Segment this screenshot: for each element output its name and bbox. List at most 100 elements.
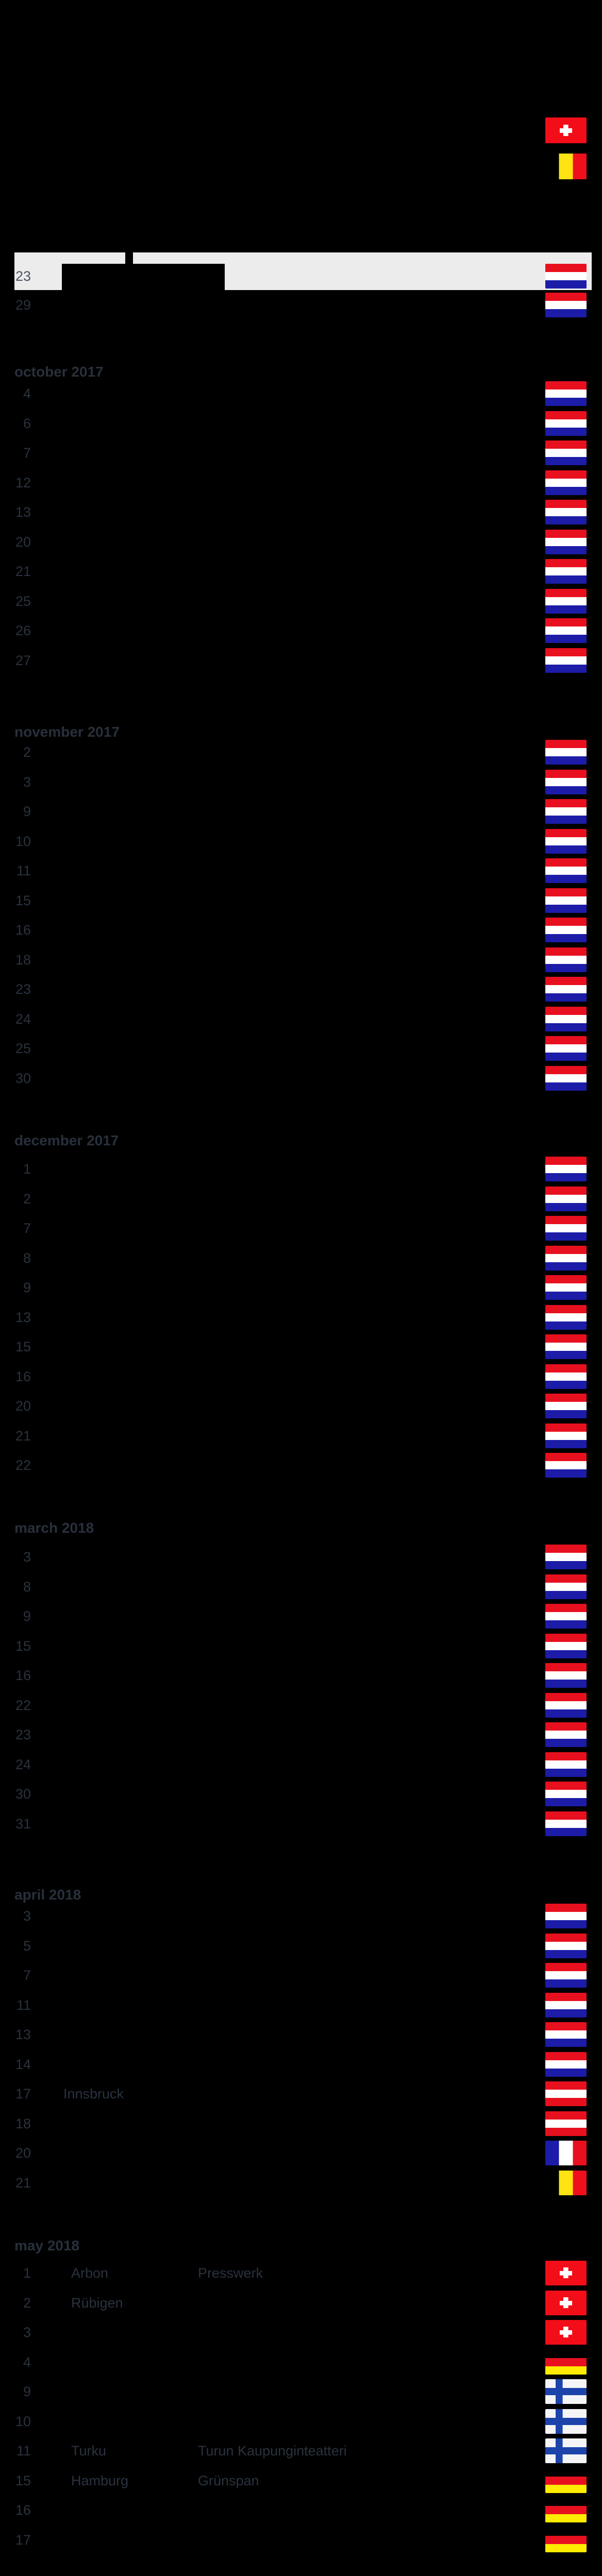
event-row[interactable]: 4 — [0, 381, 602, 406]
event-day: 20 — [15, 2145, 31, 2161]
event-row[interactable]: 27 — [0, 648, 602, 673]
event-row[interactable]: 15 — [0, 1634, 602, 1658]
event-row[interactable]: 22 — [0, 1693, 602, 1718]
event-row[interactable]: 10 — [0, 2409, 602, 2434]
event-row[interactable]: 21 — [0, 559, 602, 584]
event-day: 15 — [15, 893, 31, 908]
event-row[interactable]: 9 — [0, 1275, 602, 1300]
flag-nl-icon — [545, 1604, 587, 1629]
event-row[interactable]: 11 — [0, 1993, 602, 2018]
event-row[interactable]: 1 Arbon Presswerk — [0, 2261, 602, 2285]
event-row[interactable]: 21 — [0, 1423, 602, 1448]
event-row[interactable]: 23 — [0, 1722, 602, 1747]
event-row[interactable]: 31 — [0, 1811, 602, 1836]
flag-nl-icon — [545, 470, 587, 495]
event-row[interactable]: 2 — [0, 1187, 602, 1211]
event-row[interactable]: 22 — [0, 1453, 602, 1478]
flag-nl-icon — [545, 1963, 587, 1988]
event-row[interactable] — [0, 154, 602, 179]
event-city: Arbon — [71, 2265, 109, 2281]
month-header: october 2017 — [14, 364, 104, 380]
event-row[interactable]: 20 — [0, 2141, 602, 2165]
event-day: 7 — [23, 445, 31, 461]
event-row[interactable]: 7 — [0, 1963, 602, 1988]
event-row[interactable]: 24 — [0, 1007, 602, 1031]
event-day: 8 — [23, 1250, 31, 1266]
event-row[interactable]: 6 — [0, 411, 602, 436]
event-row[interactable]: 23 — [0, 264, 602, 289]
event-row[interactable]: 16 — [0, 1364, 602, 1389]
event-row[interactable]: 12 — [0, 470, 602, 495]
event-row[interactable]: 17 Innsbruck — [0, 2081, 602, 2106]
event-row[interactable]: 11 Turku Turun Kaupunginteatteri — [0, 2438, 602, 2463]
event-row[interactable] — [0, 117, 602, 143]
event-row[interactable]: 29 — [0, 293, 602, 317]
event-row[interactable]: 20 — [0, 1394, 602, 1418]
flag-ch-icon — [545, 2261, 587, 2285]
month-header: november 2017 — [14, 724, 120, 740]
flag-fr-icon — [545, 2141, 587, 2165]
event-day: 27 — [15, 653, 31, 668]
event-row[interactable]: 3 — [0, 770, 602, 794]
event-row[interactable]: 8 — [0, 1246, 602, 1270]
flag-be-icon — [545, 154, 587, 179]
event-day: 13 — [15, 2027, 31, 2042]
flag-nl-icon — [545, 1634, 587, 1658]
event-row[interactable]: 18 — [0, 2111, 602, 2136]
event-day: 7 — [23, 1968, 31, 1983]
month-header: april 2018 — [14, 1887, 81, 1903]
event-day: 20 — [15, 1398, 31, 1414]
event-row[interactable]: 13 — [0, 500, 602, 524]
event-row[interactable]: 15 Hamburg Grünspan — [0, 2468, 602, 2493]
event-row[interactable]: 23 — [0, 977, 602, 1002]
event-row[interactable]: 30 — [0, 1782, 602, 1806]
flag-fi-icon — [545, 2379, 587, 2404]
flag-nl-icon — [545, 1752, 587, 1777]
event-day: 26 — [15, 623, 31, 638]
event-row[interactable]: 9 — [0, 2379, 602, 2404]
event-row[interactable]: 26 — [0, 618, 602, 643]
event-row[interactable]: 20 — [0, 530, 602, 554]
event-row[interactable]: 9 — [0, 799, 602, 824]
event-row[interactable]: 16 — [0, 1663, 602, 1688]
event-day: 2 — [23, 1191, 31, 1207]
event-row[interactable]: 11 — [0, 858, 602, 883]
flag-ch-icon — [545, 117, 587, 143]
event-row[interactable]: 13 — [0, 2022, 602, 2047]
event-row[interactable]: 4 — [0, 2350, 602, 2375]
event-row[interactable]: 17 — [0, 2528, 602, 2552]
event-row[interactable]: 10 — [0, 829, 602, 854]
flag-nl-icon — [545, 829, 587, 854]
event-day: 1 — [23, 1161, 31, 1177]
event-day: 3 — [23, 1908, 31, 1924]
event-row[interactable]: 13 — [0, 1305, 602, 1330]
event-row[interactable]: 3 — [0, 2320, 602, 2345]
event-day: 23 — [15, 1727, 31, 1742]
event-day: 23 — [15, 981, 31, 997]
event-row[interactable]: 14 — [0, 2052, 602, 2077]
flag-nl-icon — [545, 1216, 587, 1241]
event-day: 14 — [15, 2057, 31, 2072]
event-row[interactable]: 15 — [0, 1334, 602, 1359]
event-row[interactable]: 1 — [0, 1157, 602, 1181]
event-row[interactable]: 16 — [0, 918, 602, 942]
event-row[interactable]: 21 — [0, 2171, 602, 2195]
row-highlight — [225, 264, 592, 290]
event-row[interactable]: 7 — [0, 440, 602, 465]
event-row[interactable]: 18 — [0, 947, 602, 972]
event-row[interactable]: 9 — [0, 1604, 602, 1629]
event-row[interactable]: 5 — [0, 1934, 602, 1958]
event-row[interactable]: 25 — [0, 1036, 602, 1061]
event-row[interactable]: 8 — [0, 1574, 602, 1599]
event-row[interactable]: 24 — [0, 1752, 602, 1777]
event-row[interactable]: 3 — [0, 1904, 602, 1928]
event-row[interactable]: 3 — [0, 1545, 602, 1569]
event-row[interactable]: 7 — [0, 1216, 602, 1241]
event-row[interactable]: 2 Rübigen — [0, 2291, 602, 2315]
event-row[interactable]: 25 — [0, 589, 602, 614]
flag-nl-icon — [545, 1334, 587, 1359]
event-row[interactable]: 30 — [0, 1066, 602, 1091]
event-row[interactable]: 16 — [0, 2498, 602, 2522]
event-row[interactable]: 15 — [0, 888, 602, 913]
event-row[interactable]: 2 — [0, 740, 602, 765]
